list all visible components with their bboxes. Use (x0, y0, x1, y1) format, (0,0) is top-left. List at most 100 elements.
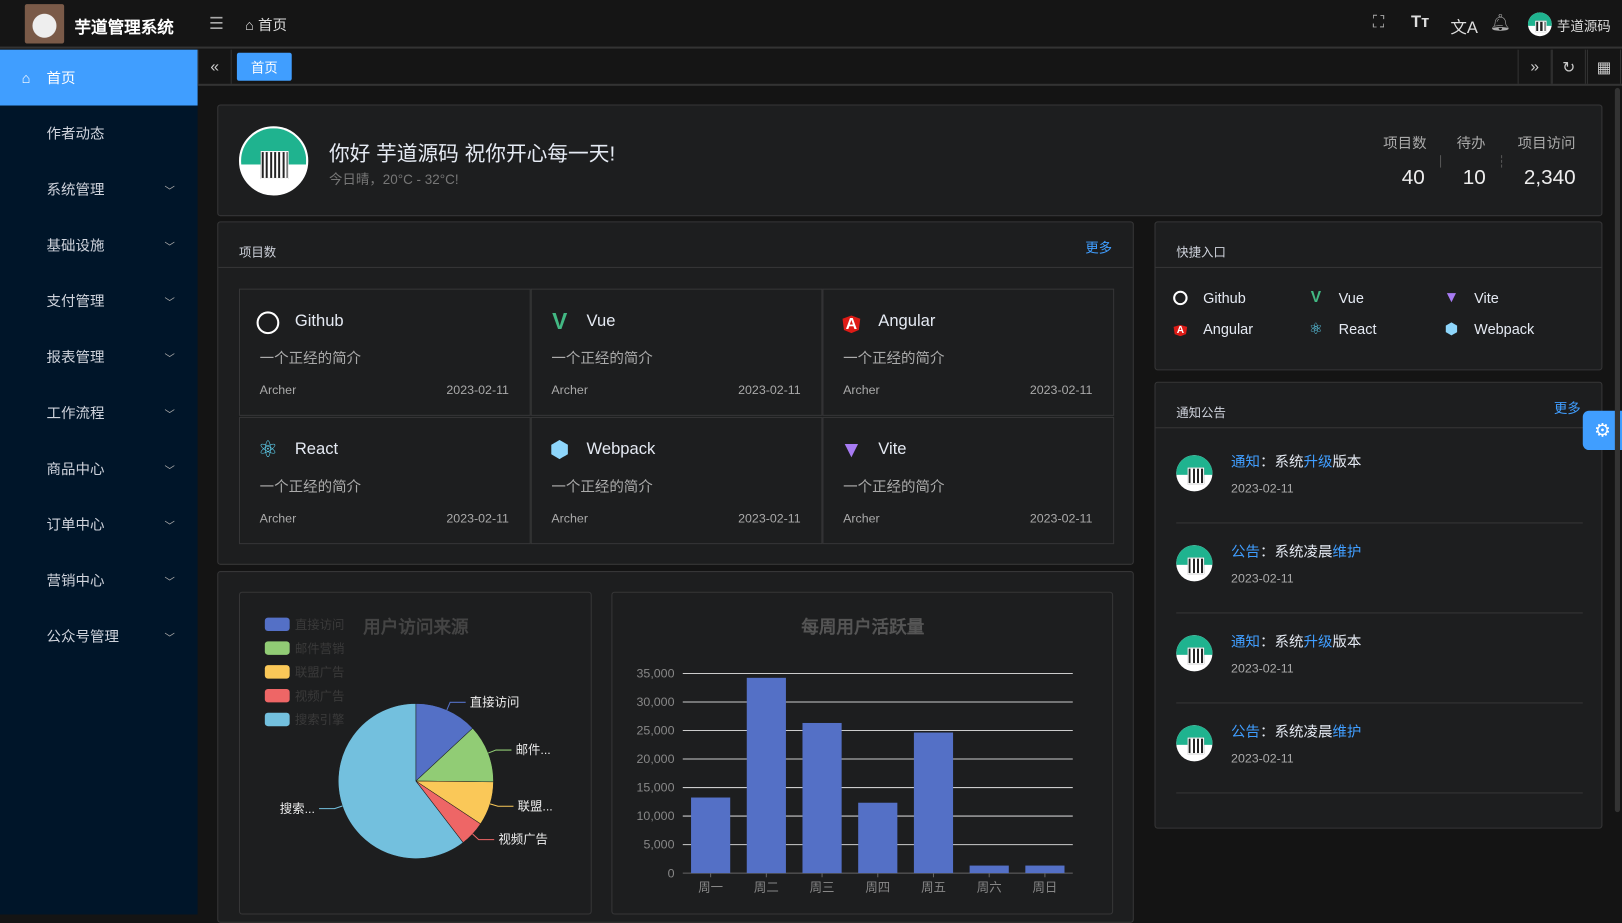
font-size-icon[interactable]: Tт (1411, 13, 1430, 32)
bell-icon[interactable]: 🔔︎ (1489, 14, 1511, 33)
project-card[interactable]: Github 一个正经的简介 Archer 2023-02-11 (238, 288, 531, 416)
notice-type[interactable]: 通知 (1231, 633, 1261, 650)
page-scrollbar[interactable] (1614, 87, 1621, 813)
sidebar-item[interactable]: 报表管理 ﹀ (0, 329, 198, 385)
notices-more-link[interactable]: 更多 (1553, 400, 1581, 416)
vue-icon: V (552, 308, 568, 335)
y-tick-label: 35,000 (637, 667, 675, 681)
shortcut-vite[interactable]: ▼ Vite (1442, 289, 1499, 307)
project-author: Archer (259, 511, 297, 526)
user-name[interactable]: 芋道源码 (1556, 18, 1611, 35)
notice-item[interactable]: 通知：系统升级版本 2023-02-11 (1176, 613, 1583, 704)
project-desc: 一个正经的简介 (259, 349, 362, 367)
sidebar-item[interactable]: 商品中心 ﹀ (0, 441, 198, 497)
grid-menu-icon[interactable]: ▦ (1586, 49, 1622, 84)
notice-type[interactable]: 通知 (1231, 453, 1261, 470)
tab-home[interactable]: 首页 (236, 52, 292, 81)
notice-date: 2023-02-11 (1231, 751, 1294, 766)
chevron-down-icon: ﹀ (164, 409, 175, 421)
sidebar-item[interactable]: 系统管理 ﹀ (0, 161, 198, 217)
angular-icon: A (842, 315, 861, 334)
project-name[interactable]: Github (294, 312, 344, 331)
app-logo (24, 4, 65, 44)
user-avatar-large (238, 126, 309, 196)
pie-slice (415, 727, 494, 783)
bar (969, 865, 1009, 874)
notice-keyword: 升级 (1303, 453, 1333, 470)
breadcrumb-home[interactable]: 首页 (257, 16, 287, 34)
project-name[interactable]: Vite (878, 440, 907, 459)
x-tick-label: 周二 (754, 881, 779, 895)
divider (1440, 155, 1442, 168)
chevron-down-icon: ﹀ (164, 576, 175, 589)
project-card[interactable]: V Vue 一个正经的简介 Archer 2023-02-11 (530, 288, 823, 416)
shortcut-angular[interactable]: A Angular (1171, 320, 1253, 338)
project-desc: 一个正经的简介 (843, 477, 945, 495)
app-title: 芋道管理系统 (74, 19, 174, 38)
sidebar-item[interactable]: 支付管理 ﹀ (0, 273, 198, 329)
project-card[interactable]: ▼ Vite 一个正经的简介 Archer 2023-02-11 (822, 416, 1115, 545)
shortcut-react[interactable]: ⚛ React (1307, 320, 1377, 339)
project-name[interactable]: Webpack (586, 440, 656, 459)
notice-text: 系统凌晨 (1274, 723, 1333, 740)
notice-avatar (1176, 545, 1213, 582)
home-icon: ⌂ (245, 16, 254, 34)
notice-sep: ： (1260, 453, 1275, 470)
shortcut-webpack[interactable]: ⬢ Webpack (1442, 320, 1535, 339)
react-icon: ⚛ (257, 436, 279, 463)
projects-more-link[interactable]: 更多 (1085, 240, 1113, 256)
scroll-right-icon[interactable]: » (1517, 49, 1552, 84)
project-name[interactable]: Vue (586, 312, 616, 331)
notice-item[interactable]: 公告：系统凌晨维护 2023-02-11 (1176, 703, 1583, 794)
sidebar-item[interactable]: ⌂ 首页 (0, 49, 198, 106)
legend-swatch (264, 665, 290, 679)
project-card[interactable]: ⚛ React 一个正经的简介 Archer 2023-02-11 (238, 416, 531, 545)
notice-type[interactable]: 公告 (1231, 723, 1261, 740)
shortcuts-title: 快捷入口 (1176, 245, 1226, 260)
notice-text: 版本 (1332, 633, 1362, 650)
divider (1501, 155, 1503, 168)
notice-type[interactable]: 公告 (1231, 543, 1261, 560)
sidebar-item[interactable]: 订单中心 ﹀ (0, 497, 198, 553)
y-tick-label: 30,000 (637, 695, 675, 709)
x-tick-label: 周一 (698, 881, 723, 895)
user-avatar[interactable] (1527, 12, 1552, 37)
pie-label-line (489, 803, 514, 807)
menu-collapse-icon[interactable]: ☰ (208, 15, 224, 34)
x-tick-label: 周三 (810, 881, 835, 895)
sidebar-item[interactable]: 作者动态 (0, 106, 198, 162)
bar (858, 802, 898, 874)
pie-label: 邮件... (516, 743, 551, 757)
project-author: Archer (551, 511, 588, 526)
sidebar-item-label: 系统管理 (46, 181, 105, 198)
notice-item[interactable]: 公告：系统凌晨维护 2023-02-11 (1176, 523, 1583, 614)
project-name[interactable]: React (294, 440, 339, 459)
sidebar-item[interactable]: 营销中心 ﹀ (0, 552, 198, 608)
notice-keyword: 维护 (1332, 543, 1362, 560)
welcome-card: 你好 芋道源码 祝你开心每一天! 今日晴，20°C - 32°C! 项目数 40… (217, 104, 1603, 217)
vite-icon: ▼ (840, 436, 863, 463)
project-name[interactable]: Angular (878, 312, 936, 331)
project-desc: 一个正经的简介 (843, 349, 945, 367)
translate-icon[interactable]: 文A (1450, 19, 1478, 38)
breadcrumb[interactable]: ⌂ 首页 (245, 14, 287, 35)
sidebar: ⌂ 首页 作者动态 系统管理 ﹀ 基础设施 ﹀ 支付管理 ﹀ 报表管理 ﹀ 工作流程 ﹀ 商品中心 ﹀ 订单中… (0, 49, 198, 915)
notice-item[interactable]: 通知：系统升级版本 2023-02-11 (1176, 433, 1583, 524)
refresh-icon[interactable]: ↻ (1551, 49, 1586, 84)
notice-avatar (1176, 725, 1213, 762)
shortcut-vue[interactable]: V Vue (1307, 289, 1364, 307)
project-author: Archer (843, 511, 880, 526)
chevron-down-icon: ﹀ (164, 297, 175, 309)
project-card[interactable]: ⬢ Webpack 一个正经的简介 Archer 2023-02-11 (530, 416, 823, 545)
fullscreen-icon[interactable]: ⛶ (1372, 13, 1385, 32)
shortcut-github[interactable]: Github (1171, 289, 1246, 307)
sidebar-item[interactable]: 工作流程 ﹀ (0, 385, 198, 441)
sidebar-item[interactable]: 公众号管理 ﹀ (0, 608, 198, 664)
projects-title: 项目数 (238, 245, 277, 260)
project-card[interactable]: A Angular 一个正经的简介 Archer 2023-02-11 (822, 288, 1115, 416)
bar (1025, 865, 1065, 874)
sidebar-item[interactable]: 基础设施 ﹀ (0, 217, 198, 273)
scroll-left-icon[interactable]: « (197, 49, 232, 84)
stat-label: 项目访问 (1517, 134, 1576, 152)
bar-chart-panel: 每周用户活跃量 0 5,000 10,000 15,000 20,000 25,000 30,… (611, 591, 1114, 915)
